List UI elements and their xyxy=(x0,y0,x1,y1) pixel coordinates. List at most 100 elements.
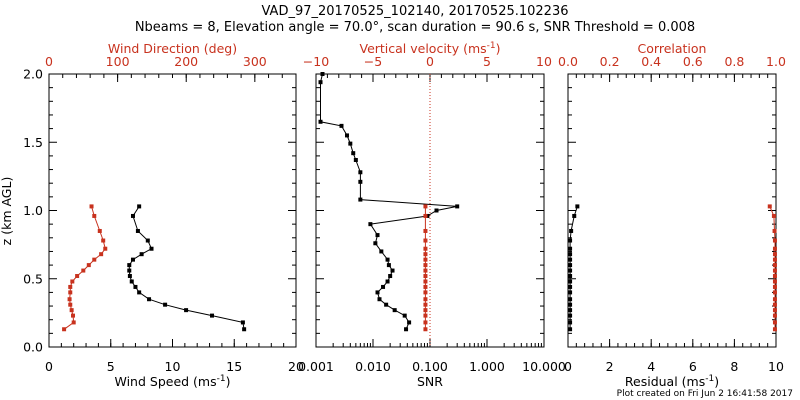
panel1-series-1-point xyxy=(145,238,150,243)
panel3-series-1-point xyxy=(568,297,573,302)
panel3-series-2-point xyxy=(772,246,777,251)
y-tick-label: 1.0 xyxy=(23,203,43,218)
panel1-bottom-tick-label: 10 xyxy=(165,359,181,374)
panel2-bottom-tick-label: 0.100 xyxy=(412,359,448,374)
panel2-series-1-point xyxy=(320,72,325,76)
panel1-series-1-point xyxy=(127,274,132,279)
panel1-series-2-point xyxy=(86,263,91,268)
panel1-series-2-point xyxy=(68,284,73,289)
panel2-top-tick-label: −5 xyxy=(364,54,382,69)
panel3-series-1-point xyxy=(568,252,573,257)
panel3-series-2-point xyxy=(772,279,777,284)
panel2-series-2-point xyxy=(423,268,428,273)
panel1-series-1-point xyxy=(130,257,135,262)
panel3-series-1-point xyxy=(568,313,573,318)
panel2-top-axis-label-text: Vertical velocity (ms xyxy=(359,41,486,56)
panel1-series-1-point xyxy=(127,263,132,268)
panel2-series-2-point xyxy=(423,252,428,257)
panel3-bottom-tick-label: 2 xyxy=(606,359,614,374)
panel3-series-2-point xyxy=(772,313,777,318)
panel3-top-tick-label: 0.4 xyxy=(641,54,661,69)
panel1-bottom-axis-label-sup: -1 xyxy=(217,374,226,384)
panel1-series-1-point xyxy=(127,268,132,273)
panel3-series-1-point xyxy=(568,257,573,262)
panel2-series-2-point xyxy=(423,213,428,218)
panel1-series-2-point xyxy=(62,327,67,332)
panel1-series-2-point xyxy=(68,302,73,307)
panel1-top-tick-label: 0 xyxy=(45,54,53,69)
panel1-series-1-point xyxy=(184,308,189,313)
panel3-series-2-point xyxy=(771,213,776,218)
panel3-series-1-point xyxy=(568,308,573,313)
panel3-series-1-point xyxy=(568,263,573,268)
panel3-bottom-axis-label-text: Residual (ms xyxy=(625,374,705,389)
panel1-series-2-point xyxy=(89,204,94,209)
panel3-series-2-point xyxy=(772,274,777,279)
panel3-series-2-point xyxy=(772,228,777,233)
panel3-series-2-point xyxy=(772,257,777,262)
panel2-series-1-point xyxy=(381,284,386,289)
y-tick-label: 0.0 xyxy=(23,340,43,355)
panel1-series-1-point xyxy=(242,327,247,332)
panel3-series-2-point xyxy=(772,327,777,332)
panel3-bottom-axis-label-close: ) xyxy=(714,374,719,389)
panel2-series-1-point xyxy=(345,133,350,138)
panel2-series-2-point xyxy=(423,308,428,313)
panel3-bottom-tick-label: 6 xyxy=(689,359,697,374)
panel2-series-1-point xyxy=(384,302,389,307)
panel2-series-1-point xyxy=(318,119,323,124)
y-tick-label: 2.0 xyxy=(23,67,43,82)
y-axis-label: z (km AGL) xyxy=(0,177,14,246)
panel2-series-1-point xyxy=(434,208,439,213)
panel1-series-2-point xyxy=(101,238,106,243)
panel2-top-axis-label-close: ) xyxy=(496,41,501,56)
panel2-series-2-point xyxy=(423,302,428,307)
panel2-series-1-point xyxy=(353,157,358,162)
panel2-bottom-tick-label: 10.000 xyxy=(522,359,566,374)
panel2-top-axis-label-sup: -1 xyxy=(487,41,496,51)
panel2-series-1-point xyxy=(392,308,397,313)
panel2-series-2-point xyxy=(423,238,428,243)
panel2-top-axis-label: Vertical velocity (ms-1) xyxy=(359,41,500,56)
panel2-series-1-point xyxy=(348,141,353,146)
panel3-series-2-point xyxy=(772,238,777,243)
panel2-series-1-point xyxy=(358,197,363,202)
panel3-series-1-point xyxy=(568,290,573,295)
panel3-series-2-point xyxy=(772,268,777,273)
panel2-series-1-point xyxy=(318,80,323,85)
panel1-bottom-tick-label: 15 xyxy=(226,359,242,374)
panel3-series-1-point xyxy=(568,274,573,279)
panel2-series-1-point xyxy=(386,263,391,268)
panel3-top-tick-label: 1.0 xyxy=(766,54,786,69)
panel1-series-2-point xyxy=(70,279,75,284)
panel2-series-1-point xyxy=(358,179,363,184)
panel1-series-1-point xyxy=(240,320,245,325)
panel3-series-1-point xyxy=(568,320,573,325)
panel1-series-1-point xyxy=(210,313,215,318)
panel3-bottom-axis-label: Residual (ms-1) xyxy=(625,374,719,389)
panel2-bottom-tick-label: 1.000 xyxy=(469,359,505,374)
panel2-series-1-point xyxy=(455,204,460,209)
panel1-top-tick-label: 200 xyxy=(174,54,198,69)
panel2-series-2-point xyxy=(423,263,428,268)
panel3-series-1-point xyxy=(568,284,573,289)
panel1-series-1-point xyxy=(149,246,154,251)
panel2-series-2-point xyxy=(423,320,428,325)
panel3-bottom-tick-label: 4 xyxy=(647,359,655,374)
panel3-series-2-point xyxy=(767,204,772,209)
panel2-series-1-point xyxy=(388,274,393,279)
panel2-series-1-point xyxy=(385,257,390,262)
panel1-series-2-point xyxy=(69,308,74,313)
panel1-series-1-point xyxy=(137,290,142,295)
panel2-series-1-point xyxy=(358,170,363,175)
panel2-series-1-point xyxy=(377,297,382,302)
panel2-series-2-point xyxy=(423,279,428,284)
panel2-series-1-point xyxy=(375,290,380,295)
panel3-series-1-point xyxy=(568,246,573,251)
panel1-series-2-point xyxy=(103,246,108,251)
panel1-series-1-point xyxy=(163,302,168,307)
panel2-series-2-point xyxy=(423,297,428,302)
panel2-series-2-point xyxy=(423,290,428,295)
panel2-series-1-point xyxy=(339,123,344,128)
panel2-top-tick-label: 5 xyxy=(483,54,491,69)
